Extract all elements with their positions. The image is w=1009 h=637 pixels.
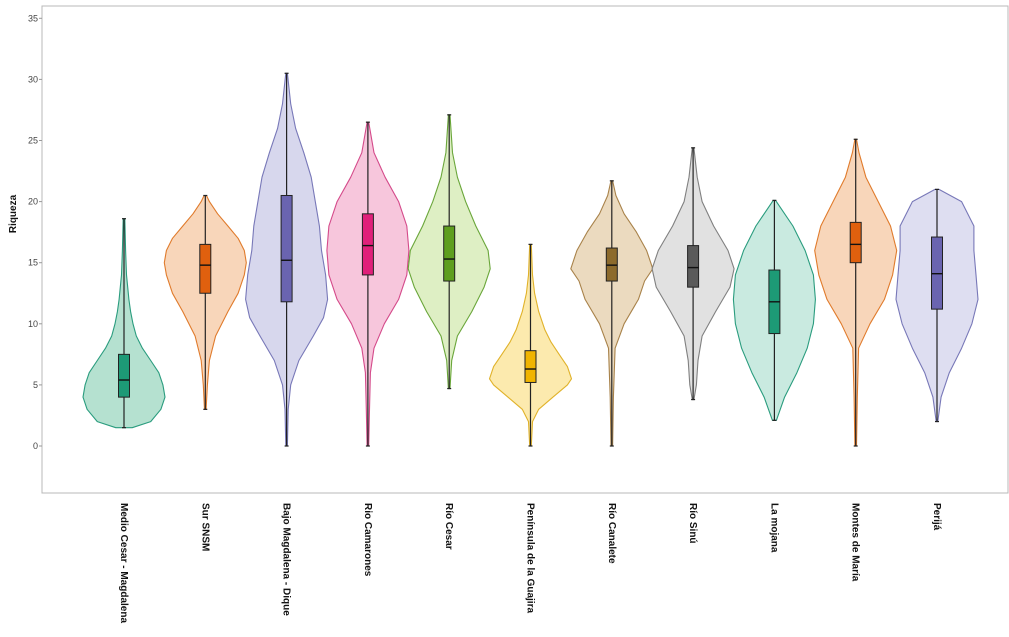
violin-group (488, 243, 573, 447)
violin-group (651, 147, 735, 401)
violin-group (163, 194, 247, 410)
x-category-label: La mojana (768, 503, 779, 553)
x-category-label: Río Cesar (443, 503, 454, 550)
iqr-box (199, 243, 212, 294)
iqr-box (687, 245, 700, 288)
violin-group (82, 218, 166, 429)
violin-group (814, 138, 898, 447)
x-category-label: Península de la Guajira (525, 503, 536, 613)
plot-frame (41, 5, 1009, 494)
y-tick-label: 25 (28, 136, 38, 146)
violin-group (895, 188, 979, 423)
iqr-box (361, 213, 374, 276)
iqr-box (524, 350, 537, 383)
y-tick-label: 10 (28, 319, 38, 329)
iqr-box (443, 225, 456, 282)
x-category-label: Perijá (931, 503, 942, 531)
x-category-label: Bajo Magdalena - Dique (281, 503, 292, 616)
iqr-box (118, 353, 130, 398)
violins (82, 72, 979, 447)
x-category-label: Rio Camarones (362, 503, 373, 577)
y-tick-label: 0 (33, 441, 38, 451)
iqr-box (280, 194, 293, 303)
x-category-label: Sur SNSM (199, 503, 210, 551)
violin-group (732, 199, 816, 421)
y-tick-label: 35 (28, 13, 38, 23)
y-axis: 0 5 10 15 20 25 30 35 (28, 13, 42, 451)
violin-group (245, 72, 329, 447)
y-axis-title: Riqueza (8, 194, 19, 233)
y-tick-label: 20 (28, 197, 38, 207)
violin-group (326, 121, 410, 447)
y-tick-label: 15 (28, 258, 38, 268)
violin-group (570, 180, 654, 447)
x-category-label: Medio Cesar - Magdalena (118, 503, 129, 623)
iqr-box (849, 221, 862, 264)
violin-group (407, 114, 491, 390)
y-tick-label: 5 (33, 380, 38, 390)
x-category-label: Río Canalete (606, 503, 617, 564)
x-category-label: Montes de María (850, 503, 861, 582)
x-axis-labels: Medio Cesar - Magdalena Sur SNSM Bajo Magd… (118, 503, 942, 623)
y-tick-label: 30 (28, 74, 38, 84)
x-category-label: Río Sinú (687, 503, 698, 544)
